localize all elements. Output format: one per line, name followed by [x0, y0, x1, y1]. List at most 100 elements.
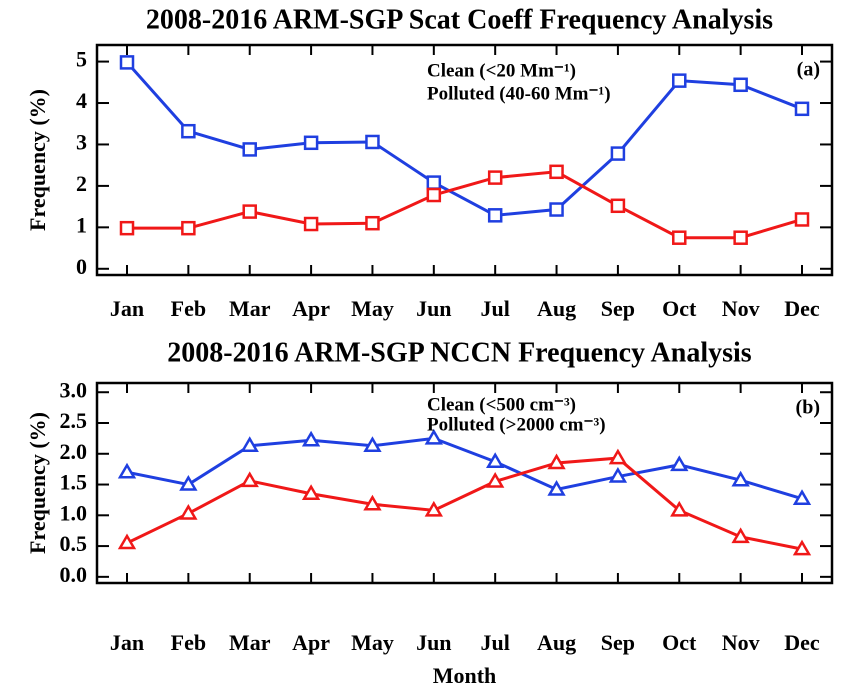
series-line	[125, 61, 803, 217]
x-tick-label: Dec	[784, 296, 820, 321]
x-tick-label: Sep	[601, 630, 635, 655]
legend-entry: Clean (<20 Mm⁻¹)	[427, 60, 576, 81]
marker	[181, 123, 196, 139]
y-axis-label: Frequency (%)	[25, 412, 50, 554]
chart-title: 2008-2016 ARM-SGP NCCN Frequency Analysi…	[167, 337, 751, 368]
marker	[547, 453, 566, 470]
marker	[486, 471, 505, 488]
x-tick-label: Dec	[784, 630, 820, 655]
marker	[119, 220, 135, 236]
marker	[549, 164, 564, 180]
x-tick-label: May	[351, 296, 394, 321]
x-tick-label: Apr	[292, 630, 330, 655]
plot-frame	[95, 43, 834, 277]
x-tick-label: Jul	[481, 630, 510, 655]
marker	[179, 503, 198, 520]
x-tick-label: Nov	[722, 630, 760, 655]
panel-annotation: (b)	[796, 397, 820, 419]
x-tick-label: Mar	[229, 296, 271, 321]
marker	[486, 452, 505, 469]
x-tick-label: Mar	[229, 630, 271, 655]
panel-annotation: (a)	[797, 59, 820, 81]
marker	[119, 55, 135, 70]
marker	[301, 484, 321, 501]
marker	[240, 471, 259, 488]
series-line	[126, 436, 803, 501]
marker	[303, 135, 319, 151]
y-tick-label: 0.5	[60, 531, 88, 556]
marker	[487, 170, 503, 185]
x-tick-label: Oct	[662, 296, 697, 321]
y-tick-label: 2	[76, 171, 87, 196]
marker	[117, 462, 137, 479]
marker	[363, 436, 382, 453]
marker	[670, 455, 689, 472]
marker	[240, 436, 259, 453]
plot-frame	[95, 381, 834, 585]
marker	[365, 215, 380, 231]
y-tick-label: 4	[76, 88, 87, 113]
x-tick-label: Jul	[481, 296, 510, 321]
marker	[547, 479, 566, 496]
y-tick-label: 2.5	[60, 408, 88, 433]
x-tick-label: Aug	[537, 630, 576, 655]
marker	[365, 134, 380, 150]
y-tick-label: 2.0	[60, 439, 88, 464]
x-tick-label: Jan	[110, 296, 144, 321]
marker	[672, 73, 687, 88]
marker	[608, 448, 628, 465]
legend-entry: Clean (<500 cm⁻³)	[427, 394, 576, 415]
legend-entry: Polluted (40-60 Mm⁻¹)	[427, 83, 611, 104]
marker	[549, 202, 564, 217]
marker	[733, 77, 748, 93]
series-line	[127, 170, 803, 240]
marker	[181, 220, 196, 236]
marker	[424, 500, 443, 517]
legend-entry: Polluted (>2000 cm⁻³)	[427, 414, 606, 435]
y-tick-label: 1.5	[60, 470, 88, 495]
y-tick-label: 0.0	[60, 562, 88, 587]
marker	[670, 500, 689, 517]
marker	[731, 470, 750, 487]
x-tick-label: Jan	[110, 630, 144, 655]
marker	[179, 475, 198, 491]
x-tick-label: Jun	[416, 630, 451, 655]
x-tick-label: Feb	[171, 630, 206, 655]
marker	[610, 198, 626, 214]
marker	[242, 204, 257, 219]
x-axis-label: Month	[433, 663, 497, 688]
chart-title: 2008-2016 ARM-SGP Scat Coeff Frequency A…	[146, 4, 773, 35]
marker	[242, 142, 257, 157]
marker	[424, 428, 443, 445]
y-tick-label: 0	[76, 254, 87, 279]
marker	[731, 527, 750, 544]
x-tick-label: Oct	[662, 630, 697, 655]
marker	[363, 494, 382, 511]
marker	[792, 489, 812, 505]
y-tick-label: 5	[76, 47, 87, 72]
marker	[301, 430, 321, 447]
x-tick-label: Sep	[601, 296, 635, 321]
y-tick-label: 3	[76, 130, 87, 155]
x-tick-label: May	[351, 630, 394, 655]
marker	[426, 175, 442, 190]
marker	[303, 216, 319, 232]
marker	[608, 467, 628, 483]
marker	[610, 146, 626, 161]
marker	[792, 539, 812, 556]
y-tick-label: 3.0	[60, 377, 88, 402]
marker	[487, 208, 503, 223]
marker	[794, 101, 810, 117]
y-tick-label: 1	[76, 212, 87, 237]
marker	[426, 187, 442, 203]
marker	[117, 533, 137, 550]
marker	[733, 230, 748, 245]
marker	[794, 212, 810, 227]
marker	[672, 230, 687, 245]
x-tick-label: Apr	[292, 296, 330, 321]
x-tick-label: Aug	[537, 296, 576, 321]
x-tick-label: Feb	[171, 296, 206, 321]
x-tick-label: Jun	[416, 296, 451, 321]
series-line	[126, 456, 803, 551]
